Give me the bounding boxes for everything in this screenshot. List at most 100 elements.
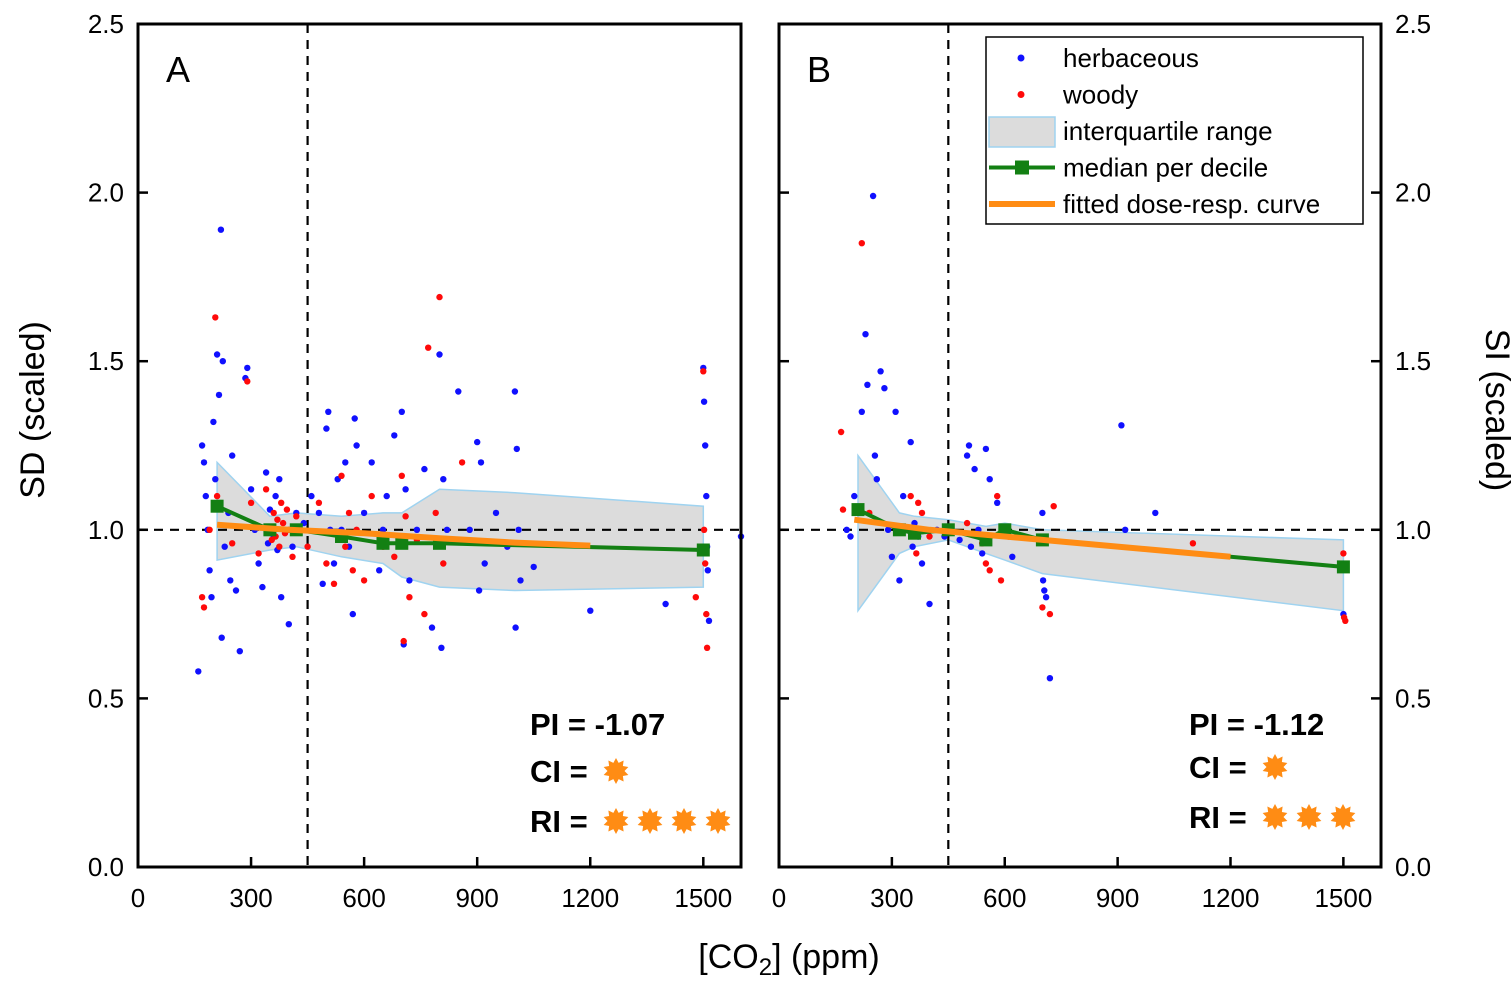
data-point (692, 594, 699, 601)
data-point (276, 476, 283, 483)
axis-titles: SD (scaled) SI (scaled) [CO2] (ppm) (14, 321, 1511, 981)
iqr-band-b (857, 453, 1345, 614)
data-point (851, 492, 858, 500)
data-point (926, 600, 933, 608)
data-point (440, 476, 447, 483)
data-point (368, 492, 375, 500)
data-point (289, 543, 296, 550)
data-point (351, 415, 358, 422)
y-axis-title-b: SI (scaled) (1478, 329, 1511, 492)
data-point (918, 560, 926, 567)
iqr-band-a (216, 460, 705, 592)
data-point (272, 492, 279, 500)
data-point (703, 492, 710, 500)
data-point (259, 583, 266, 591)
ri-label-b: RI = (1189, 800, 1247, 835)
data-point (289, 553, 296, 560)
data-point (1046, 675, 1054, 682)
plot-frame-b (777, 22, 1383, 869)
legend-swatch (1017, 91, 1025, 98)
x-tick-label: 1200 (561, 883, 619, 913)
median-marker (395, 536, 409, 550)
y-tick-label: 1.0 (1395, 515, 1431, 545)
data-point (227, 577, 234, 584)
data-point (517, 577, 524, 584)
y-axis-title-a: SD (scaled) (14, 321, 52, 499)
data-point (979, 550, 986, 557)
x-axis-title-main: [CO (698, 938, 758, 976)
data-point (1009, 553, 1016, 560)
data-point (703, 610, 710, 618)
ri-star-icon (671, 808, 697, 834)
data-point (236, 648, 243, 655)
data-point (323, 425, 330, 432)
fit-curve-a (216, 521, 591, 549)
data-point (345, 509, 353, 517)
data-point (255, 560, 262, 567)
data-point (360, 509, 368, 517)
data-point (700, 526, 708, 533)
y-tick-label: 2.5 (88, 9, 124, 39)
data-point (877, 368, 884, 375)
data-point (926, 533, 933, 540)
data-point (217, 226, 225, 233)
median-marker (1336, 560, 1350, 574)
data-point (353, 442, 360, 449)
data-point (440, 560, 447, 567)
panel-b: 0 300 600 900 1200 1500 0.0 0.5 1.0 1.5 2.0 2.5 B PI … (772, 9, 1431, 913)
data-point (283, 506, 291, 513)
data-point (869, 192, 877, 200)
data-point (530, 563, 537, 571)
pi-value-a: PI = -1.07 (530, 707, 665, 742)
legend-item-fitted-dose-resp-curve: fitted dose-resp. curve (989, 189, 1320, 219)
data-point (858, 408, 865, 415)
ri-star-icon (603, 808, 629, 834)
data-point (982, 560, 990, 567)
data-point (198, 594, 206, 601)
data-point (982, 445, 990, 453)
data-point (229, 452, 236, 459)
series-herbaceous-a (195, 226, 745, 675)
legend-label: fitted dose-resp. curve (1063, 189, 1320, 219)
series-woody-a (198, 293, 711, 651)
data-point (455, 388, 462, 395)
data-point (858, 240, 865, 247)
data-point (1342, 617, 1349, 624)
data-point (255, 550, 262, 557)
ci-label-b: CI = (1189, 750, 1247, 785)
data-point (837, 428, 845, 436)
data-point (212, 314, 219, 321)
data-point (200, 459, 208, 466)
data-point (1042, 594, 1050, 601)
data-point (971, 465, 978, 473)
median-marker (376, 536, 390, 550)
x-axis-title-subscript: 2 (759, 954, 772, 981)
ri-star-icon (1296, 804, 1322, 830)
data-point (466, 526, 473, 533)
data-point (907, 438, 914, 446)
data-point (304, 543, 311, 550)
y-tick-label: 0.5 (88, 683, 124, 713)
data-point (436, 351, 443, 358)
data-point (406, 594, 413, 601)
data-point (843, 526, 850, 533)
data-point (700, 368, 707, 375)
plot-frame-a (136, 22, 743, 869)
data-point (1122, 526, 1129, 533)
data-point (704, 567, 711, 574)
legend-swatch (1017, 54, 1025, 62)
data-point (1039, 509, 1046, 517)
data-point (206, 567, 213, 574)
data-point (587, 607, 594, 614)
ri-label-a: RI = (530, 804, 588, 839)
y-tick-label: 0.0 (88, 852, 124, 882)
data-point (342, 543, 349, 550)
data-point (421, 610, 428, 618)
data-point (511, 388, 519, 395)
panel-label-b: B (807, 49, 831, 90)
data-point (700, 398, 708, 405)
y-tick-label: 2.0 (1395, 178, 1431, 208)
data-point (915, 499, 922, 506)
panel-label-a: A (166, 49, 190, 90)
